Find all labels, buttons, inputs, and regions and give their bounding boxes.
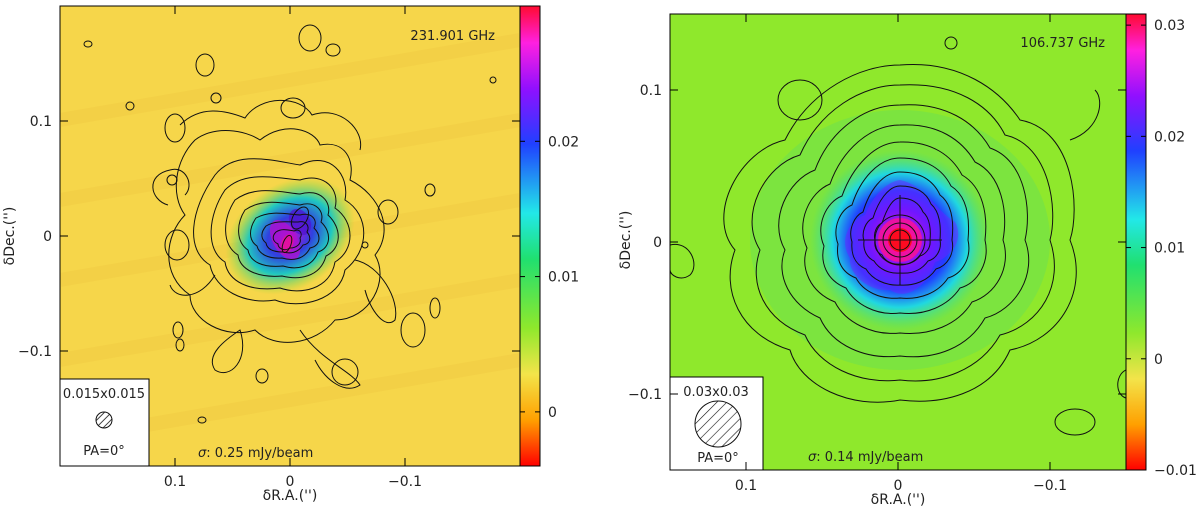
x-tick-label: 0	[894, 478, 903, 494]
x-tick-label: 0.1	[735, 478, 757, 494]
colorbar-tick-label: −0.01	[1154, 463, 1197, 479]
colorbar	[519, 5, 541, 467]
y-tick-label: 0	[653, 235, 662, 251]
axis-ticks	[60, 6, 520, 466]
axis-ticks	[670, 14, 1126, 470]
y-tick-label: −0.1	[628, 387, 662, 403]
beam-size-label: 0.015x0.015	[63, 387, 145, 402]
y-tick-label: 0	[43, 229, 52, 245]
colorbar-tick-label: 0	[548, 405, 557, 421]
colorbar-tick-label: 0.01	[1154, 241, 1185, 257]
frequency-label: 106.737 GHz	[1020, 36, 1105, 51]
emission-map	[670, 36, 1126, 436]
emission-map	[60, 24, 520, 447]
beam-pa-label: PA=0°	[697, 451, 739, 466]
colorbar-tick-label: 0	[1154, 352, 1163, 368]
y-tick-label: 0.1	[640, 83, 662, 99]
colorbar-ticks: −0.01 0 0.01 0.02 0.03	[1126, 18, 1197, 479]
y-axis-title: δDec.('')	[2, 207, 18, 266]
x-tick-label: 0.1	[164, 474, 186, 490]
beam-ellipse	[95, 411, 113, 429]
x-axis-title: δR.A.('')	[871, 492, 926, 508]
panel-left: 0.015x0.015 PA=0° 231.901 GHz σ: 0.25 mJ…	[2, 5, 579, 504]
beam-pa-label: PA=0°	[83, 444, 125, 459]
x-tick-label: −0.1	[1033, 478, 1067, 494]
sigma-label: σ: 0.14 mJy/beam	[808, 450, 923, 465]
x-tick-label: 0	[286, 474, 295, 490]
colorbar-tick-label: 0.02	[1154, 129, 1185, 145]
beam-size-label: 0.03x0.03	[683, 385, 749, 400]
x-tick-label: −0.1	[388, 474, 422, 490]
y-axis-title: δDec.('')	[618, 211, 634, 270]
y-tick-label: −0.1	[18, 344, 52, 360]
x-axis-title: δR.A.('')	[263, 488, 318, 504]
colorbar-tick-label: 0.01	[548, 270, 579, 286]
frequency-label: 231.901 GHz	[410, 29, 495, 44]
colorbar	[1125, 13, 1147, 471]
beam-ellipse	[694, 400, 742, 448]
tick-labels: 0.1 0 −0.1 −0.1 0 0.1	[628, 83, 1067, 494]
panel-right: 0.03x0.03 PA=0° 106.737 GHz σ: 0.14 mJy/…	[618, 13, 1197, 508]
colorbar-ticks: 0 0.01 0.02	[520, 134, 579, 421]
y-tick-label: 0.1	[30, 114, 52, 130]
sigma-label: σ: 0.25 mJy/beam	[198, 446, 313, 461]
tick-labels: 0.1 0 −0.1 −0.1 0 0.1	[18, 114, 422, 490]
colorbar-tick-label: 0.03	[1154, 18, 1185, 34]
colorbar-tick-label: 0.02	[548, 134, 579, 150]
